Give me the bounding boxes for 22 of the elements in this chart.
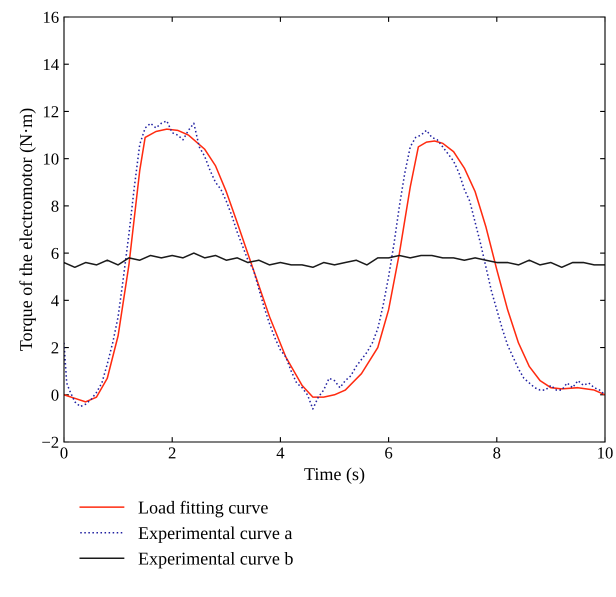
y-tick-label: 12 [44, 106, 58, 118]
x-tick-label: 4 [276, 447, 284, 458]
y-tick-label: 6 [52, 248, 59, 260]
line-series [64, 252, 605, 268]
y-tick-label: −2 [42, 436, 58, 448]
legend-label: Load fitting curve [138, 500, 268, 518]
x-tick-label: 10 [598, 447, 613, 459]
x-tick-label: 0 [60, 447, 68, 459]
y-tick-label: 4 [51, 295, 59, 306]
x-tick-label: 2 [168, 447, 176, 458]
y-tick-label: 14 [44, 59, 59, 70]
y-tick-label: 8 [51, 200, 59, 212]
legend-label: Experimental curve b [138, 552, 293, 568]
y-axis-title: Torque of the electromotor (N·m) [19, 108, 36, 351]
y-tick-label: 0 [51, 389, 59, 401]
y-tick-label: 2 [52, 342, 58, 354]
x-axis-title: Time (s) [304, 468, 364, 484]
legend-label: Experimental curve a [138, 526, 292, 543]
y-tick-label: 16 [44, 12, 59, 23]
x-tick-label: 6 [385, 447, 392, 459]
x-tick-label: 8 [493, 447, 500, 459]
y-tick-label: 10 [44, 153, 59, 165]
